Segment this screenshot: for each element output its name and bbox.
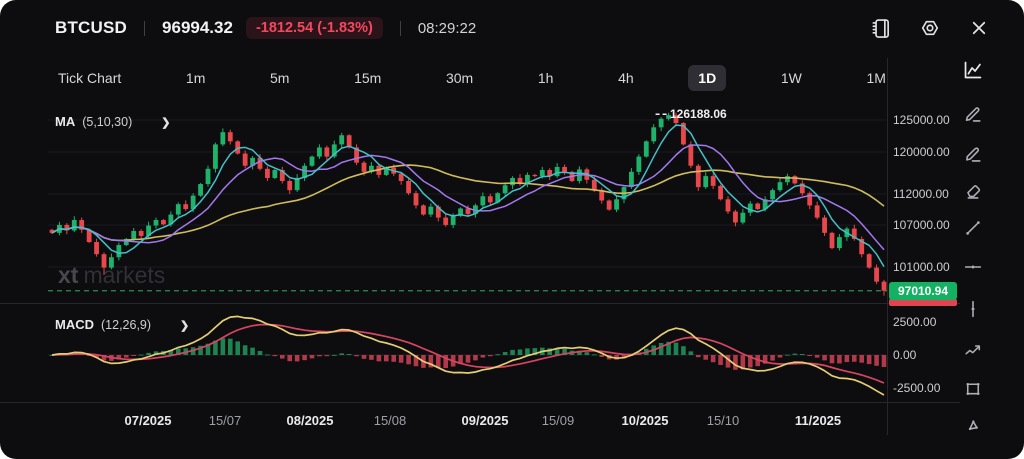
clock: 08:29:22 [417, 19, 477, 37]
macd-chart-canvas[interactable] [0, 306, 887, 402]
marker-pencil-icon[interactable] [963, 144, 984, 165]
date-tick-label: 07/2025 [124, 413, 172, 428]
panel-divider [0, 402, 960, 403]
tab-5m[interactable]: 5m [270, 70, 290, 86]
price-change-badge: -1812.54 (-1.83%) [245, 17, 383, 39]
date-tick-label: 11/2025 [794, 413, 842, 428]
date-tick-label: 08/2025 [286, 413, 334, 428]
last-candle-price-badge [889, 299, 957, 306]
price-chart-canvas[interactable] [0, 100, 887, 304]
date-tick-label: 09/2025 [461, 413, 509, 428]
chevron-right-icon[interactable]: ❯ [161, 117, 171, 129]
tab-15m[interactable]: 15m [354, 70, 382, 86]
last-price: 96994.32 [162, 18, 233, 37]
date-tick-label: 15/08 [373, 413, 407, 428]
divider [399, 20, 401, 36]
macd-tick-label: -2500.00 [893, 381, 941, 395]
macd-tick-label: 0.00 [893, 348, 917, 362]
header-icons [870, 17, 990, 39]
ma-params: (5,10,30) [82, 115, 133, 129]
date-tick-label: 15/07 [208, 413, 242, 428]
divider [144, 20, 146, 36]
tab-1d[interactable]: 1D [688, 65, 727, 91]
date-tick-label: 10/2025 [621, 413, 669, 428]
current-price-badge: 97010.94 [889, 282, 957, 300]
trend-line-icon[interactable] [963, 218, 984, 239]
macd-params: (12,26,9) [101, 318, 152, 332]
price-tick-label: 125000.00 [893, 113, 950, 127]
tab-tick-chart[interactable]: Tick Chart [58, 70, 122, 86]
tab-4h[interactable]: 4h [618, 70, 634, 86]
macd-name: MACD [55, 317, 94, 332]
date-tick-label: 15/10 [706, 413, 740, 428]
tab-30m[interactable]: 30m [445, 70, 474, 86]
symbol-title: BTCUSD [55, 18, 128, 37]
pencil-icon[interactable] [963, 104, 984, 125]
tab-1h[interactable]: 1h [537, 70, 554, 86]
timeframe-tabs: Tick Chart 1m 5m 15m 30m 1h 4h 1D 1W 1M [48, 62, 896, 94]
chevron-right-icon[interactable]: ❯ [180, 320, 190, 332]
date-tick-label: 15/09 [541, 413, 575, 428]
price-tick-label: 101000.00 [893, 260, 950, 274]
vertical-line-icon[interactable] [963, 299, 984, 320]
tab-1m[interactable]: 1m [185, 70, 206, 86]
ma-indicator-label: MA (5,10,30) ❯ [55, 114, 170, 129]
horizontal-line-icon[interactable] [963, 257, 984, 278]
header-bar: BTCUSD 96994.32 -1812.54 (-1.83%) 08:29:… [0, 0, 1024, 56]
drawing-toolbar [948, 56, 998, 459]
panel-divider [0, 303, 960, 304]
settings-gear-icon[interactable] [919, 17, 941, 39]
axis-divider [887, 58, 888, 435]
indicator-chart-icon[interactable] [962, 59, 985, 82]
ma-name: MA [55, 114, 76, 129]
tab-1w[interactable]: 1W [780, 70, 802, 86]
macd-tick-label: 2500.00 [893, 315, 937, 329]
price-tick-label: 107000.00 [893, 218, 950, 232]
price-tick-label: 120000.00 [893, 145, 950, 159]
macd-indicator-label: MACD (12,26,9) ❯ [55, 317, 189, 332]
rectangle-shape-icon[interactable] [963, 379, 984, 400]
eraser-icon[interactable] [963, 181, 984, 202]
tab-1m[interactable]: 1M [866, 70, 886, 86]
notebook-icon[interactable] [870, 17, 892, 39]
polygon-shape-icon[interactable] [963, 416, 984, 437]
high-price-annotation: 126188.06 [670, 107, 727, 121]
price-tick-label: 112000.00 [893, 187, 949, 201]
close-icon[interactable] [968, 17, 990, 39]
trend-arrow-icon[interactable] [963, 340, 984, 361]
